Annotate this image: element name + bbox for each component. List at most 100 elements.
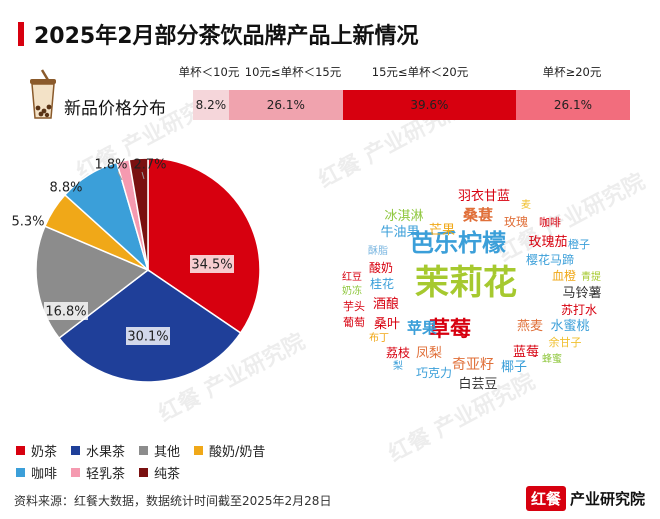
word-cloud-term: 麦 xyxy=(521,199,531,211)
legend-label: 其他 xyxy=(154,444,181,460)
word-cloud-term: 白芸豆 xyxy=(458,376,497,392)
word-cloud-term: 芒果 xyxy=(429,222,455,238)
price-segment: 26.1% xyxy=(515,90,630,120)
title-accent xyxy=(18,22,24,46)
word-cloud-term: 葡萄 xyxy=(343,316,365,329)
word-cloud-term: 樱花 xyxy=(526,252,550,267)
word-cloud-term: 椰子 xyxy=(501,360,527,375)
price-segment: 26.1% xyxy=(228,90,343,120)
data-source: 资料来源：红餐大数据，数据统计时间截至2025年2月28日 xyxy=(14,494,332,508)
word-cloud-term: 芋头 xyxy=(343,300,365,313)
pie-leader-line-1 xyxy=(141,171,145,180)
legend-swatch xyxy=(139,445,149,455)
legend-label: 奶茶 xyxy=(31,444,58,460)
word-cloud-term: 苹果 xyxy=(407,319,438,337)
word-cloud-term: 荔枝 xyxy=(386,345,410,360)
legend-row: 咖啡 轻乳茶 纯茶 xyxy=(16,461,346,483)
price-section-label: 新品价格分布 xyxy=(64,99,166,119)
legend-swatch xyxy=(16,467,25,477)
word-cloud-term: 梨 xyxy=(393,359,403,372)
word-cloud-term: 桂花 xyxy=(370,276,394,291)
word-cloud-term: 马铃薯 xyxy=(562,286,601,301)
word-cloud-term: 冰淇淋 xyxy=(384,209,423,224)
word-cloud-term: 燕麦 xyxy=(517,319,543,334)
word-cloud-term: 咖啡 xyxy=(539,215,561,229)
legend-item: 水果茶 xyxy=(71,441,125,460)
word-cloud-term: 酥脂 xyxy=(368,244,388,257)
price-header-under-10: 单杯＜10元 xyxy=(178,65,240,79)
word-cloud-term: 凤梨 xyxy=(416,346,442,361)
pie-label-box-0 xyxy=(190,255,234,273)
pie-label-5: 1.8% xyxy=(94,158,127,173)
pie-slice-6 xyxy=(128,157,149,271)
pie-label-4: 8.8% xyxy=(49,181,82,196)
pie-legend: 奶茶 水果茶 其他 酸奶/奶昔咖啡 轻乳茶 纯茶 xyxy=(16,439,346,483)
legend-item: 咖啡 xyxy=(16,463,57,482)
word-cloud-term: 草莓 xyxy=(429,317,471,341)
word-cloud-term: 茉莉花 xyxy=(415,263,517,303)
legend-swatch xyxy=(139,467,149,477)
pie-label-box-1 xyxy=(126,327,170,345)
word-cloud-term: 奇亚籽 xyxy=(452,356,494,373)
word-cloud-term: 布丁 xyxy=(369,332,389,344)
brand-name: 产业研究院 xyxy=(570,489,646,508)
word-cloud-term: 血橙 xyxy=(552,268,576,283)
legend-label: 纯茶 xyxy=(154,466,181,482)
legend-swatch xyxy=(194,445,204,455)
pie-slice-0 xyxy=(147,157,261,334)
word-cloud-term: 酒酿 xyxy=(373,296,399,312)
price-header-15-20: 15元≤单杯＜20元 xyxy=(371,65,469,79)
legend-label: 水果茶 xyxy=(86,444,126,460)
title-bar: 2025年2月部分茶饮品牌产品上新情况 xyxy=(0,0,660,58)
chart-area: 34.5% 30.1% 16.8% 5.3% 8.8% 1.8% 2.7% 茉莉花 芭乐柠檬草… xyxy=(0,130,660,430)
pie-label-3: 5.3% xyxy=(11,215,44,230)
price-segment: 39.6% xyxy=(342,90,516,120)
word-cloud-term: 桑叶 xyxy=(374,317,400,332)
word-cloud-term: 青提 xyxy=(581,270,601,283)
word-cloud-term: 巧克力 xyxy=(416,366,452,380)
price-header-over-20: 单杯≥20元 xyxy=(542,65,602,79)
price-distribution: 新品价格分布 单杯＜10元 10元≤单杯＜15元 15元≤单杯＜20元 单杯≥2… xyxy=(0,58,660,128)
legend-item: 纯茶 xyxy=(139,463,180,482)
word-cloud-term: 玫瑰 xyxy=(504,214,528,229)
legend-item: 其他 xyxy=(139,441,180,460)
pie-slice-1 xyxy=(58,269,242,383)
word-cloud-term: 蓝莓 xyxy=(513,345,539,360)
word-cloud-term: 余甘子 xyxy=(549,335,582,349)
pie-label-box-2 xyxy=(44,302,88,320)
word-cloud-term: 苏打水 xyxy=(561,303,597,317)
legend-label: 咖啡 xyxy=(31,466,58,482)
legend-item: 奶茶 xyxy=(16,441,57,460)
brand-mark: 红餐 xyxy=(526,485,567,511)
legend-swatch xyxy=(71,467,81,477)
word-cloud-term: 羽衣甘蓝 xyxy=(458,188,510,204)
word-cloud-term: 红豆 xyxy=(342,270,362,283)
price-bar: 8.2% 26.1% 39.6% 26.1% xyxy=(193,90,630,120)
legend-swatch xyxy=(71,445,81,455)
legend-item: 酸奶/奶昔 xyxy=(194,441,265,460)
pie-leader-line-0 xyxy=(117,171,123,181)
price-headers: 单杯＜10元 10元≤单杯＜15元 15元≤单杯＜20元 单杯≥20元 xyxy=(0,64,660,80)
pie-label-1: 30.1% xyxy=(127,330,168,345)
pie-label-2: 16.8% xyxy=(45,305,86,320)
milk-tea-cup-icon xyxy=(30,69,56,119)
price-segment: 8.2% xyxy=(193,90,229,120)
word-cloud-term: 牛油果 xyxy=(380,225,419,240)
page-title: 2025年2月部分茶饮品牌产品上新情况 xyxy=(34,24,419,49)
word-cloud-term: 水蜜桃 xyxy=(550,319,589,334)
word-cloud-term: 芭乐柠檬 xyxy=(410,229,506,257)
price-header-10-15: 10元≤单杯＜15元 xyxy=(244,65,342,79)
word-cloud-term: 玫瑰茄 xyxy=(528,234,567,250)
legend-swatch xyxy=(16,445,25,455)
legend-label: 酸奶/奶昔 xyxy=(209,444,266,460)
pie-label-6: 2.7% xyxy=(133,158,166,173)
category-pie-chart: 34.5% 30.1% 16.8% 5.3% 8.8% 1.8% 2.7% xyxy=(11,157,261,383)
word-cloud-term: 桑葚 xyxy=(463,206,493,224)
legend-label: 轻乳茶 xyxy=(86,466,126,482)
word-cloud-term: 橙子 xyxy=(568,237,590,251)
word-cloud-term: 酸奶 xyxy=(369,260,393,275)
word-cloud-term: 蜂蜜 xyxy=(542,352,562,365)
word-cloud-term: 马蹄 xyxy=(550,252,574,267)
legend-item: 轻乳茶 xyxy=(71,463,125,482)
